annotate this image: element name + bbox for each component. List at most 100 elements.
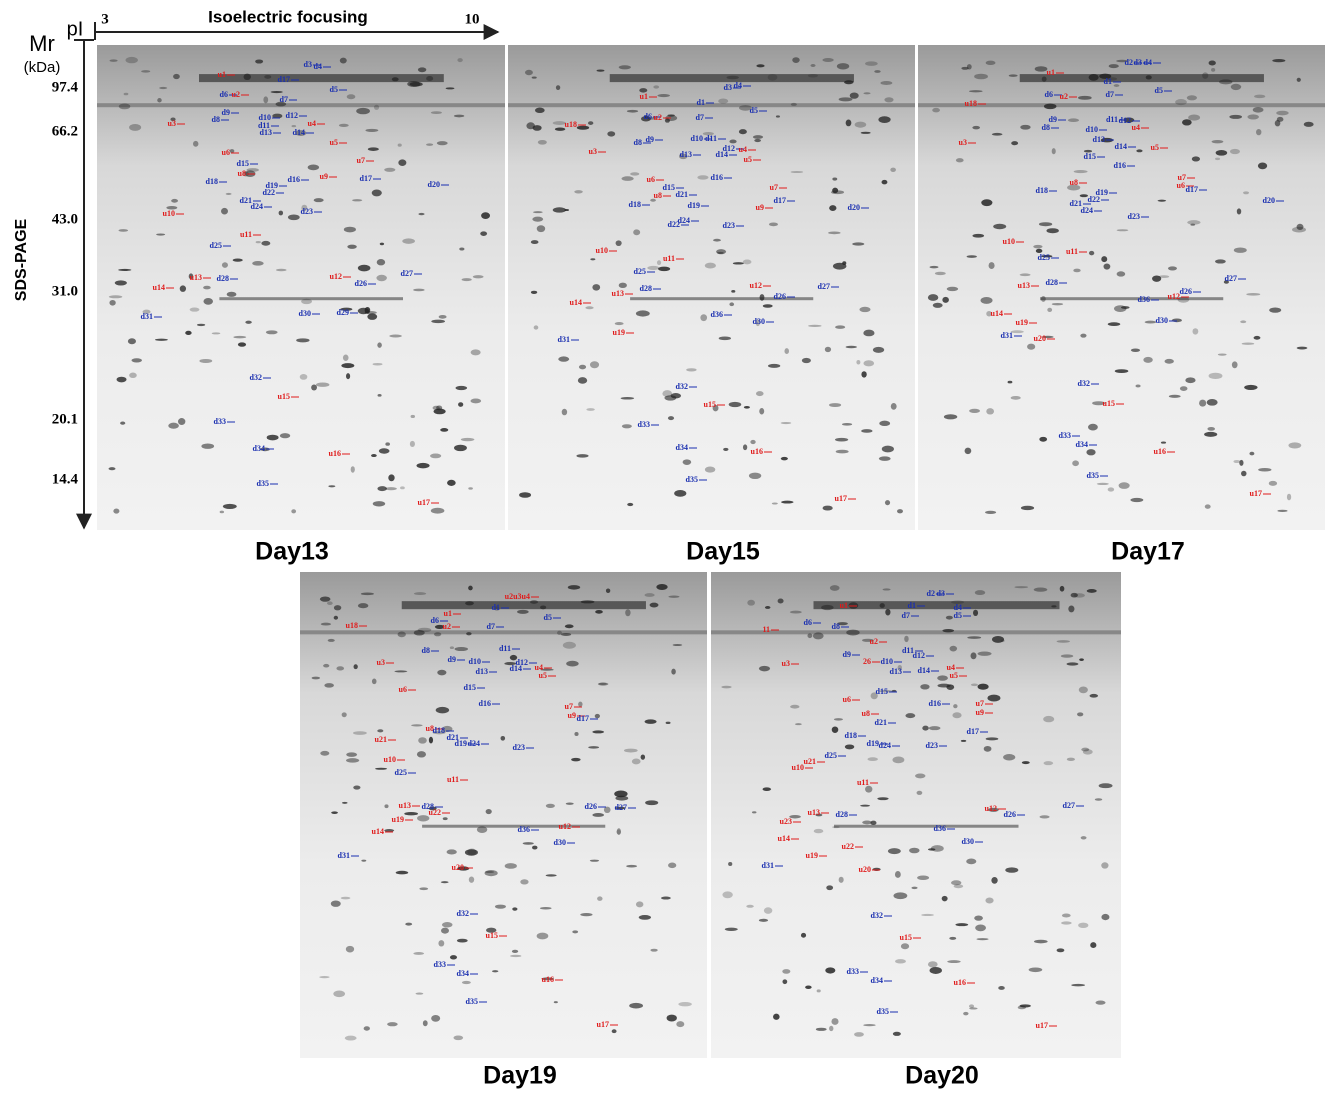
gel-spot	[963, 1011, 969, 1016]
gel-spot	[656, 583, 668, 591]
gel-spot	[410, 414, 415, 419]
spot-label: d3	[937, 589, 945, 598]
gel-spot	[221, 207, 228, 215]
gel-spot	[754, 138, 761, 143]
gel-spot	[865, 61, 878, 66]
gel-spot	[849, 92, 859, 99]
gel-spot	[430, 111, 442, 115]
gel-spot	[759, 294, 765, 301]
spot-label: u12	[1168, 292, 1180, 301]
gel-spot	[455, 385, 468, 391]
gel-spot	[346, 752, 358, 757]
spot-label: u6	[647, 175, 655, 184]
spot-label: d23	[513, 743, 525, 752]
gel-spot	[874, 70, 881, 73]
spot-label: u17	[1036, 1021, 1048, 1030]
gel-spot	[389, 334, 402, 338]
gel-spot	[1095, 1000, 1106, 1005]
spot-label: u14	[991, 309, 1003, 318]
gel-spot	[668, 862, 677, 869]
gel-spot	[822, 505, 833, 511]
gel-spot	[953, 704, 958, 709]
gel-spot	[353, 664, 358, 670]
gel-spot	[846, 629, 860, 636]
gel-spot	[974, 590, 986, 596]
gel-spot	[432, 730, 446, 735]
mr-tick-label: 43.0	[52, 211, 78, 227]
gel-spot	[436, 141, 448, 146]
gel-spot	[434, 624, 445, 629]
gel-spot	[1249, 451, 1255, 456]
gel-spot	[762, 787, 772, 792]
gel-spot	[1192, 328, 1199, 335]
gel-spot	[732, 262, 744, 265]
gel-spot	[615, 240, 622, 247]
gel-spot	[917, 875, 930, 881]
gel-spot	[371, 453, 377, 458]
gel-spot	[517, 609, 529, 614]
spot-label: u1	[640, 92, 648, 101]
spot-label: u8	[862, 709, 870, 718]
gel-spot	[270, 91, 283, 94]
gel-spot	[1041, 255, 1053, 258]
gel-spot	[1223, 280, 1229, 284]
gel-spot	[395, 870, 409, 875]
spot-label: d28	[422, 802, 434, 811]
spot-label: u5	[744, 155, 752, 164]
gel-spot	[537, 139, 547, 145]
gel-spot	[620, 397, 635, 400]
spot-label: d25	[210, 241, 222, 250]
gel-spot	[986, 408, 995, 415]
gel-spot	[379, 242, 385, 246]
gel-spot	[1078, 95, 1092, 100]
gel-spot	[905, 713, 916, 719]
gel-spot	[949, 936, 957, 940]
gel-spot	[571, 757, 581, 762]
gel-spot	[166, 206, 178, 210]
gel-spot	[442, 817, 448, 821]
spot-label: d23	[1128, 212, 1140, 221]
gel-spot	[667, 416, 675, 421]
spot-label: u7	[357, 156, 365, 165]
gel-spot	[168, 422, 179, 429]
gel-spot	[824, 346, 832, 353]
gel-spot	[895, 959, 906, 964]
gel-spot	[1204, 504, 1211, 509]
gel-spot	[1229, 148, 1240, 155]
gel-spot	[242, 171, 249, 177]
gel-spot	[574, 190, 583, 194]
spot-label: u4	[535, 663, 543, 672]
gel-spot	[892, 756, 905, 764]
spot-label: d19	[266, 181, 278, 190]
gel-spot	[713, 238, 721, 242]
gel-spot	[893, 892, 908, 900]
spot-label: d12	[1119, 116, 1131, 125]
gel-spot	[767, 363, 781, 368]
gel-spot	[603, 806, 611, 814]
gel-spot	[453, 114, 465, 118]
spot-label: d6	[804, 618, 812, 627]
gel-spot	[726, 75, 739, 80]
gel-spot	[977, 651, 992, 656]
gel-spot	[969, 408, 980, 413]
gel-spot	[1202, 72, 1209, 79]
gel-spot	[291, 124, 297, 128]
axes: Mr pI (kDa) 3 10 Isoelectric focusing SD…	[13, 7, 500, 530]
gel-spot	[1096, 482, 1109, 486]
gel-spot	[771, 502, 778, 505]
gel-spot	[1208, 60, 1216, 66]
gel-spot	[960, 739, 967, 742]
gel-spot	[588, 121, 594, 125]
gel-spot	[411, 724, 423, 727]
mr-tick-label: 14.4	[52, 471, 79, 487]
spot-label: d33	[847, 967, 859, 976]
gel-spot	[159, 86, 168, 90]
gel-spot	[361, 859, 367, 862]
gel-spot	[782, 979, 788, 985]
gel-spot	[1108, 64, 1119, 69]
gel-spot	[1204, 431, 1218, 437]
gel-spot	[1020, 505, 1035, 511]
gel-spot	[731, 290, 736, 293]
gel-spot	[929, 265, 939, 269]
